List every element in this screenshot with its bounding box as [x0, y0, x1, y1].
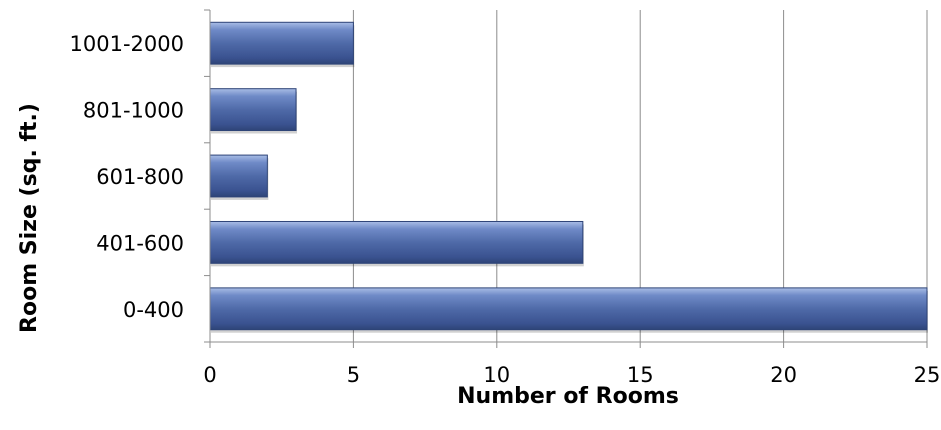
bar [209, 154, 268, 198]
x-tick-label: 5 [347, 363, 360, 387]
axes [204, 9, 928, 348]
y-tick-label: 1001-2000 [70, 32, 184, 56]
x-tick-label: 10 [483, 363, 510, 387]
bar [209, 88, 297, 132]
x-tick-label: 25 [914, 363, 941, 387]
gridlines [352, 10, 928, 342]
tick-labels: 0-400 401-600 601-800 801-1000 1001-2000 0 5 10… [70, 32, 941, 387]
bar [209, 220, 584, 264]
bars [209, 21, 928, 333]
y-tick-label: 401-600 [96, 231, 184, 255]
bar [209, 21, 354, 65]
y-tick-label: 0-400 [123, 298, 184, 322]
x-tick-label: 20 [770, 363, 797, 387]
y-axis-title: Room Size (sq. ft.) [17, 103, 42, 333]
x-tick-label: 15 [627, 363, 654, 387]
x-tick-label: 0 [203, 363, 216, 387]
y-tick-label: 601-800 [96, 165, 184, 189]
y-tick-label: 801-1000 [83, 99, 184, 123]
x-axis-title: Number of Rooms [457, 384, 679, 409]
bar [209, 287, 928, 331]
